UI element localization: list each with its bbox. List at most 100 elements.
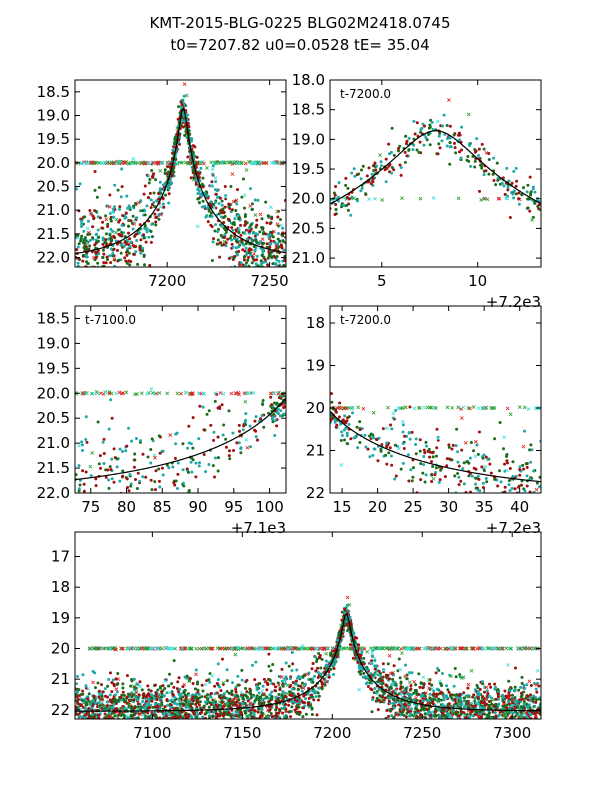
- dot-marker-point: [393, 477, 397, 481]
- dot-marker-point: [108, 254, 112, 258]
- dot-marker-point: [499, 480, 503, 484]
- dot-marker-point: [161, 449, 165, 453]
- dot-marker-point: [190, 456, 194, 460]
- x-marker-point: [237, 161, 241, 165]
- dot-marker-point: [165, 463, 169, 467]
- dot-marker-point: [330, 392, 334, 396]
- dot-marker-point: [273, 689, 277, 693]
- dot-marker-point: [462, 461, 466, 465]
- dot-marker-point: [227, 218, 231, 222]
- dot-marker-point: [352, 167, 356, 171]
- y-tick-label: 20.0: [292, 190, 325, 208]
- x-marker-point: [212, 161, 217, 166]
- dot-marker-point: [275, 424, 279, 428]
- x-marker-point: [249, 162, 254, 166]
- dot-marker-point: [508, 489, 512, 493]
- dot-marker-point: [351, 656, 355, 660]
- dot-marker-point: [168, 165, 172, 169]
- dot-marker-point: [535, 698, 539, 702]
- dot-marker-point: [206, 220, 210, 224]
- x-tick-label: 100: [255, 498, 284, 516]
- dot-marker-point: [408, 405, 412, 409]
- dot-marker-point: [391, 690, 395, 694]
- dot-marker-point: [269, 395, 273, 399]
- dot-marker-point: [479, 163, 483, 167]
- x-marker-point: [118, 160, 123, 165]
- dot-marker-point: [460, 148, 464, 152]
- dot-marker-point: [333, 418, 337, 422]
- dot-marker-point: [458, 138, 462, 142]
- dot-marker-point: [344, 204, 348, 208]
- dot-marker-point: [97, 186, 101, 190]
- dot-marker-point: [190, 137, 194, 141]
- dot-marker-point: [155, 215, 159, 219]
- dot-marker-point: [457, 483, 461, 487]
- dot-marker-point: [227, 205, 231, 209]
- dot-marker-point: [475, 692, 479, 696]
- dot-marker-point: [413, 710, 417, 714]
- dot-marker-point: [240, 678, 244, 682]
- dot-marker-point: [281, 259, 285, 263]
- dot-marker-point: [210, 214, 214, 218]
- x-marker-point: [481, 406, 485, 411]
- dot-marker-point: [232, 448, 236, 452]
- dot-marker-point: [158, 485, 162, 489]
- dot-marker-point: [533, 695, 537, 699]
- x-marker-point: [233, 159, 238, 164]
- dot-marker-point: [101, 440, 105, 444]
- dot-marker-point: [107, 711, 111, 715]
- dot-marker-point: [535, 481, 539, 485]
- dot-marker-point: [149, 478, 153, 482]
- dot-marker-point: [150, 437, 154, 441]
- dot-marker-point: [216, 230, 220, 234]
- dot-marker-point: [437, 708, 441, 712]
- dot-marker-point: [96, 261, 100, 265]
- dot-marker-point: [255, 233, 259, 237]
- dot-marker-point: [169, 703, 173, 707]
- x-marker-point: [104, 217, 109, 222]
- x-marker-point: [89, 265, 94, 267]
- dot-marker-point: [494, 183, 498, 187]
- dot-marker-point: [75, 187, 78, 191]
- dot-marker-point: [168, 672, 172, 676]
- x-marker-point: [505, 406, 510, 411]
- x-marker-point: [403, 405, 408, 410]
- dot-marker-point: [235, 704, 239, 708]
- dot-marker-point: [301, 715, 305, 719]
- dot-marker-point: [122, 716, 126, 719]
- dot-marker-point: [217, 227, 221, 231]
- dot-marker-point: [317, 694, 321, 698]
- dot-marker-point: [430, 480, 434, 484]
- dot-marker-point: [87, 707, 91, 711]
- dot-marker-point: [253, 419, 257, 423]
- dot-marker-point: [225, 679, 229, 683]
- dot-marker-point: [210, 184, 214, 188]
- dot-marker-point: [387, 694, 391, 698]
- dot-marker-point: [76, 234, 80, 238]
- dot-marker-point: [255, 694, 259, 698]
- dot-marker-point: [77, 242, 81, 246]
- dot-marker-point: [464, 699, 468, 703]
- x-marker-point: [400, 196, 404, 201]
- x-marker-point: [84, 241, 89, 245]
- dot-marker-point: [193, 694, 197, 698]
- dot-marker-point: [445, 144, 449, 148]
- dot-marker-point: [77, 257, 81, 261]
- dot-marker-point: [172, 707, 176, 711]
- dot-marker-point: [414, 443, 418, 447]
- dot-marker-point: [258, 695, 262, 699]
- x-marker-point: [75, 235, 80, 240]
- dot-marker-point: [198, 700, 202, 704]
- dot-marker-point: [202, 428, 206, 432]
- dot-marker-point: [258, 230, 262, 234]
- dot-marker-point: [274, 699, 278, 703]
- dot-marker-point: [461, 467, 465, 471]
- y-tick-label: 19.5: [37, 359, 70, 377]
- dot-marker-point: [474, 486, 478, 490]
- dot-marker-point: [261, 403, 265, 407]
- dot-marker-point: [110, 700, 114, 704]
- dot-marker-point: [282, 248, 286, 252]
- dot-marker-point: [197, 189, 201, 193]
- dot-marker-point: [457, 714, 461, 718]
- dot-marker-point: [391, 677, 395, 681]
